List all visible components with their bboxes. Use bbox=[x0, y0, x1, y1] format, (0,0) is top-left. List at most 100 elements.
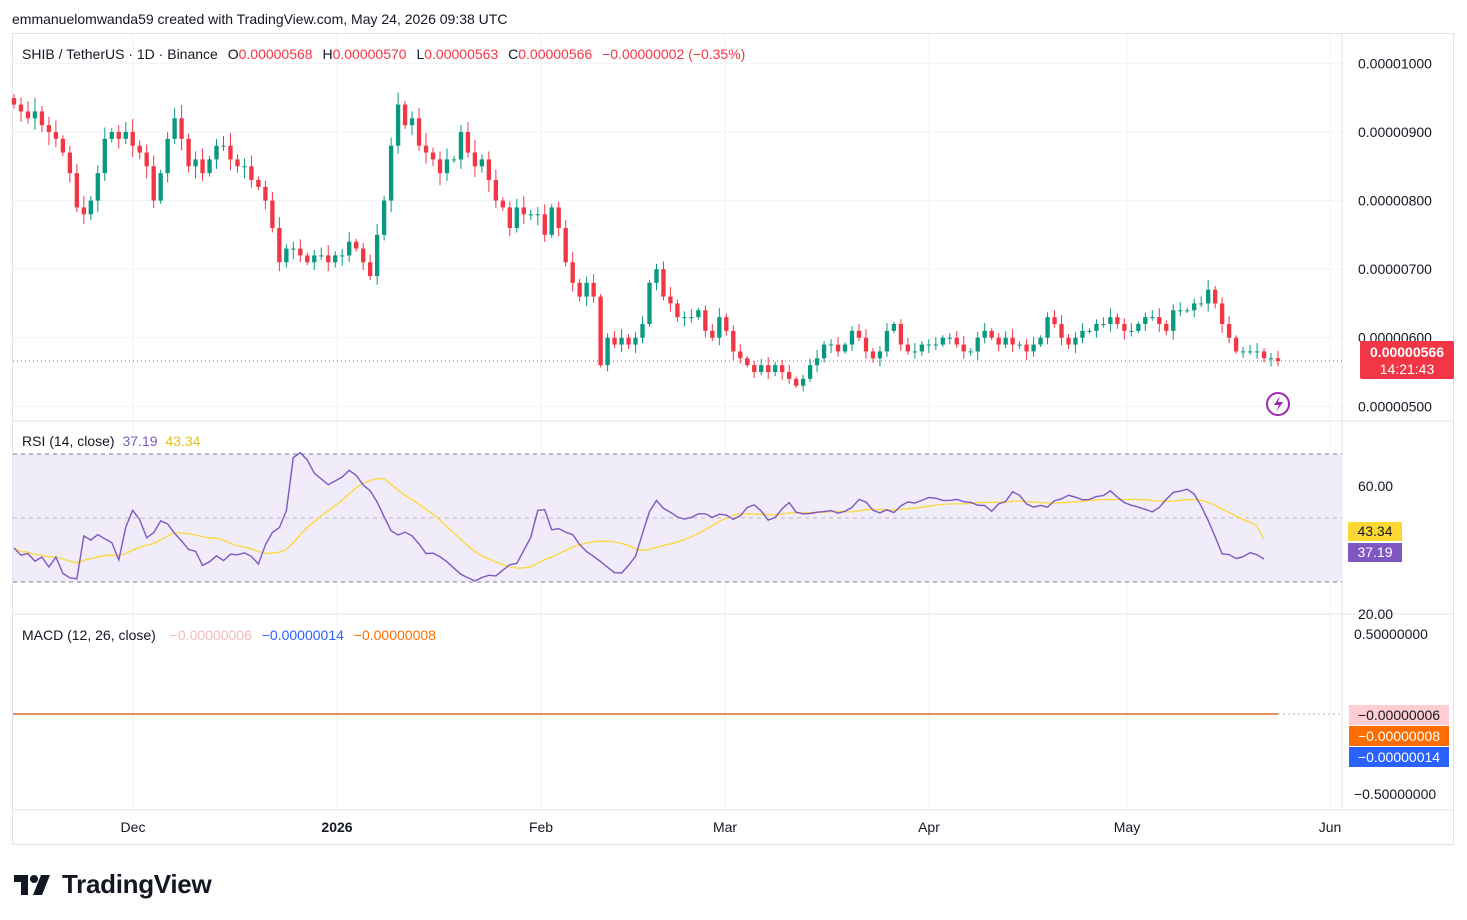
candle-body bbox=[486, 159, 492, 180]
candle-body bbox=[95, 173, 100, 201]
candle-body bbox=[591, 282, 596, 297]
candle-body bbox=[298, 248, 303, 256]
candle-body bbox=[954, 337, 959, 345]
candle-body bbox=[1233, 337, 1239, 352]
tradingview-logo[interactable]: TradingView bbox=[14, 869, 212, 900]
change-value: −0.00000002 (−0.35%) bbox=[602, 46, 746, 62]
high-value: 0.00000570 bbox=[332, 46, 407, 62]
candle-body bbox=[863, 337, 869, 352]
candle-body bbox=[877, 351, 883, 359]
candle-body bbox=[570, 262, 575, 283]
close-label: C bbox=[508, 46, 519, 62]
candle-body bbox=[549, 207, 554, 235]
candle-body bbox=[347, 241, 352, 256]
candle-body bbox=[528, 214, 533, 216]
chart-grid bbox=[13, 34, 1453, 811]
candle-body bbox=[1164, 324, 1169, 331]
macd-tag: −0.00000014 bbox=[1349, 747, 1449, 767]
candle-body bbox=[165, 138, 170, 174]
candle-body bbox=[214, 145, 219, 160]
candle-body bbox=[968, 351, 973, 353]
candle-body bbox=[81, 207, 86, 215]
symbol-name[interactable]: SHIB / TetherUS · 1D · Binance bbox=[22, 46, 218, 62]
candle-body bbox=[1038, 337, 1043, 345]
rsi-legend[interactable]: RSI (14, close) 37.19 43.34 bbox=[22, 433, 206, 449]
time-tick-label: Mar bbox=[713, 819, 737, 835]
symbol-legend[interactable]: SHIB / TetherUS · 1D · Binance O0.000005… bbox=[22, 46, 751, 62]
candle-body bbox=[1261, 351, 1267, 359]
current-price-tag: 0.00000566 14:21:43 bbox=[1360, 341, 1454, 379]
candle-body bbox=[752, 365, 757, 372]
candle-body bbox=[437, 159, 443, 174]
candle-body bbox=[305, 255, 310, 263]
rsi-tick-label: 20.00 bbox=[1358, 606, 1393, 622]
candle-body bbox=[780, 365, 785, 372]
rsi-ma-legend-value: 43.34 bbox=[165, 433, 201, 449]
candle-body bbox=[179, 118, 184, 139]
candle-body bbox=[1247, 351, 1253, 353]
candle-body bbox=[710, 330, 715, 338]
candle-body bbox=[563, 228, 568, 263]
candle-body bbox=[940, 337, 945, 345]
candle-body bbox=[130, 132, 135, 146]
candle-body bbox=[1045, 317, 1050, 338]
candle-body bbox=[493, 180, 499, 201]
time-axis: Dec 2026 Feb Mar Apr May Jun bbox=[121, 819, 1342, 835]
current-price-value: 0.00000566 bbox=[1370, 344, 1444, 360]
high-label: H bbox=[322, 46, 333, 62]
time-tick-label: 2026 bbox=[321, 819, 352, 835]
candle-body bbox=[598, 296, 603, 366]
candle-body bbox=[898, 324, 904, 345]
macd-hist-tag: −0.00000006 bbox=[1349, 705, 1449, 725]
candle-body bbox=[235, 159, 240, 167]
candle-body bbox=[277, 228, 282, 263]
candle-body bbox=[807, 365, 813, 379]
candle-body bbox=[996, 337, 1001, 345]
candle-body bbox=[88, 200, 93, 215]
candle-body bbox=[1192, 303, 1197, 311]
candle-body bbox=[18, 104, 24, 112]
macd-hist-legend-value: −0.00000006 bbox=[169, 627, 252, 643]
low-label: L bbox=[416, 46, 425, 62]
lightning-icon[interactable] bbox=[1266, 392, 1290, 416]
rsi-tick-label: 60.00 bbox=[1358, 478, 1393, 494]
candle-body bbox=[682, 317, 687, 319]
candle-body bbox=[703, 310, 708, 331]
time-tick-label: May bbox=[1114, 819, 1140, 835]
time-tick-label: Dec bbox=[121, 819, 146, 835]
candle-body bbox=[1031, 344, 1036, 352]
candle-body bbox=[905, 344, 911, 352]
candle-body bbox=[221, 145, 226, 147]
candle-body bbox=[1115, 317, 1120, 324]
candle-body bbox=[333, 255, 338, 263]
candle-body bbox=[842, 344, 848, 352]
candle-body bbox=[409, 118, 415, 126]
candle-body bbox=[1254, 351, 1260, 353]
candle-body bbox=[1003, 337, 1008, 345]
candle-body bbox=[151, 166, 156, 201]
candle-body bbox=[388, 145, 394, 201]
macd-legend[interactable]: MACD (12, 26, close) −0.00000006 −0.0000… bbox=[22, 627, 442, 643]
chart-frame[interactable] bbox=[12, 33, 1454, 845]
candle-body bbox=[367, 262, 373, 276]
bar-countdown: 14:21:43 bbox=[1379, 361, 1435, 377]
time-tick-label: Apr bbox=[918, 819, 940, 835]
low-value: 0.00000563 bbox=[424, 46, 499, 62]
candle-body bbox=[891, 324, 897, 331]
candle-body bbox=[395, 104, 401, 146]
macd-signal-legend-value: −0.00000008 bbox=[353, 627, 436, 643]
candle-body bbox=[731, 330, 736, 352]
candle-body bbox=[884, 330, 890, 352]
macd-tick-label: 0.50000000 bbox=[1354, 626, 1428, 642]
candle-body bbox=[1080, 330, 1085, 338]
chart-attribution: emmanuelomwanda59 created with TradingVi… bbox=[12, 11, 508, 27]
candle-body bbox=[500, 200, 506, 208]
time-tick-label: Feb bbox=[529, 819, 553, 835]
macd-tick-label: −0.50000000 bbox=[1354, 786, 1436, 802]
close-value: 0.00000566 bbox=[518, 46, 593, 62]
candle-body bbox=[1212, 289, 1218, 304]
candle-body bbox=[1219, 303, 1225, 324]
candle-body bbox=[814, 358, 820, 366]
macd-legend-label: MACD (12, 26, close) bbox=[22, 627, 156, 643]
